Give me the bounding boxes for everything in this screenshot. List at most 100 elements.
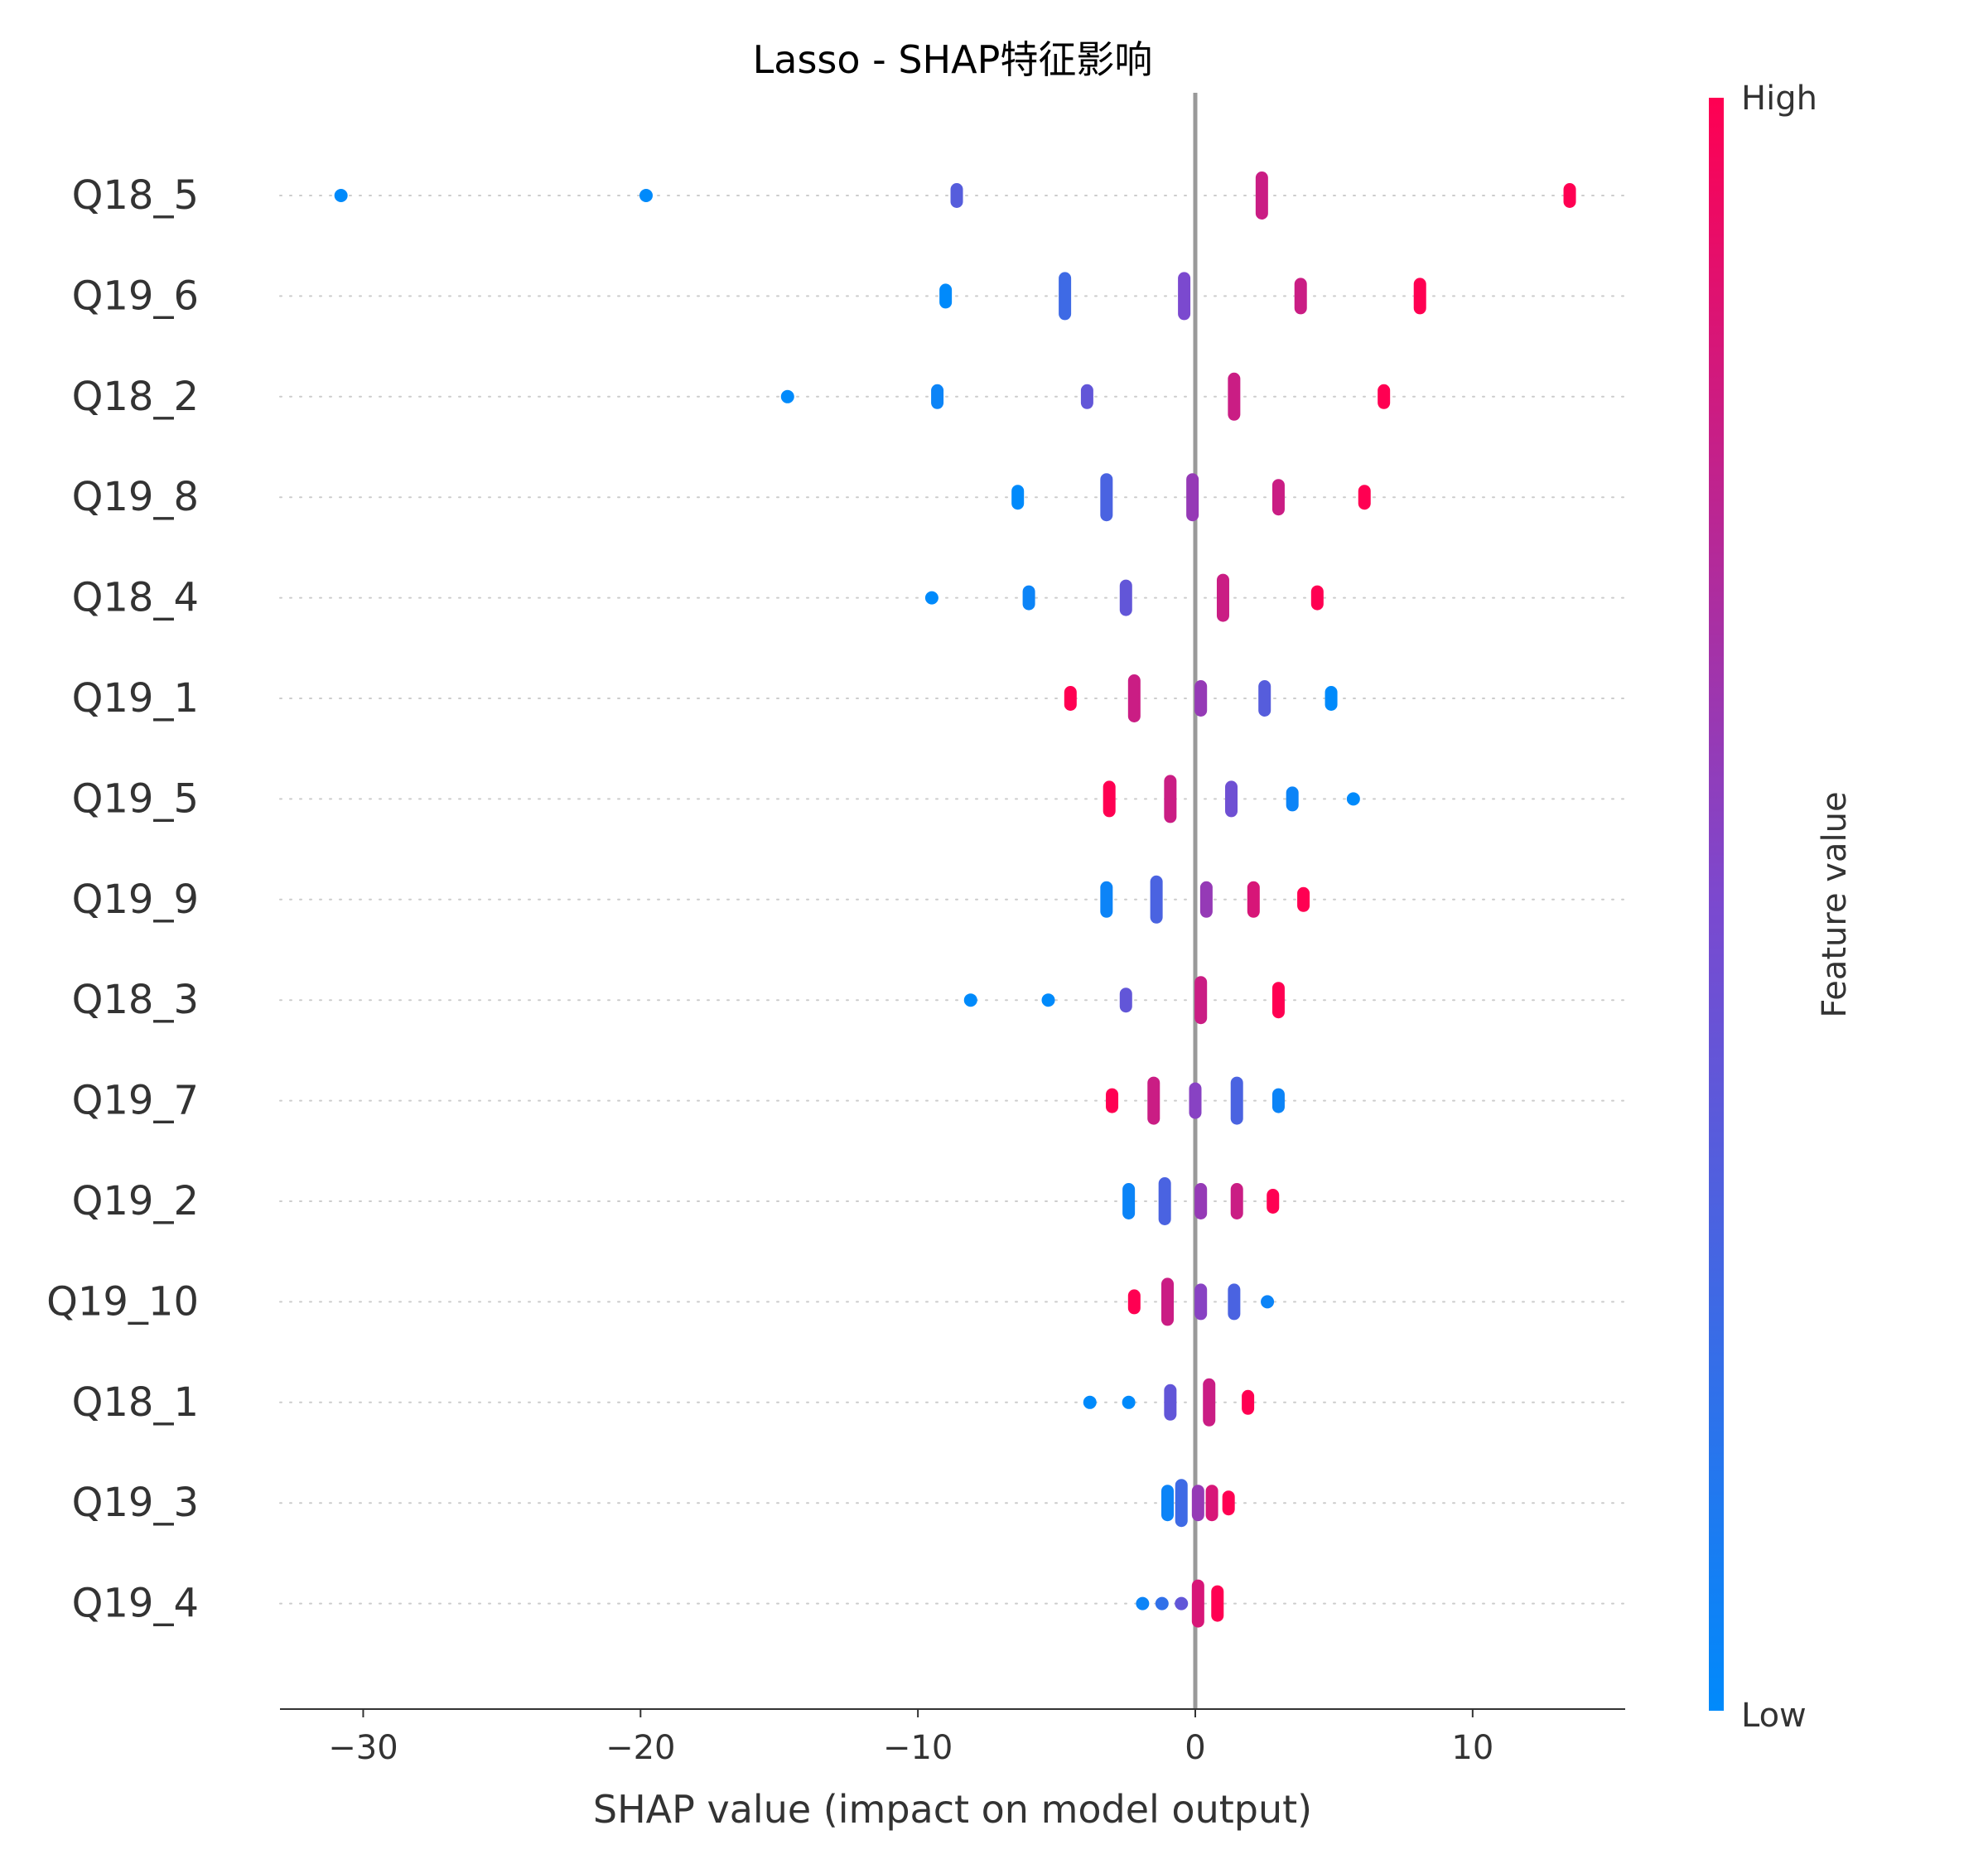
- shap-point: [1242, 1389, 1255, 1415]
- shap-point: [1413, 278, 1426, 315]
- shap-point: [1271, 479, 1285, 516]
- feature-label: Q18_3: [72, 977, 199, 1023]
- shap-point: [1080, 384, 1093, 409]
- shap-point: [1011, 485, 1025, 510]
- shap-point: [1186, 473, 1199, 522]
- shap-point: [1022, 585, 1035, 611]
- data-points: [334, 171, 1576, 1628]
- shap-point: [1230, 1076, 1243, 1125]
- shap-point: [1325, 686, 1338, 711]
- shap-point: [1100, 473, 1113, 522]
- shap-point: [939, 283, 953, 309]
- x-tick-label: −20: [606, 1729, 675, 1767]
- feature-label: Q19_7: [72, 1078, 199, 1124]
- shap-point: [1294, 278, 1307, 315]
- shap-point: [1346, 792, 1360, 806]
- shap-point: [963, 993, 977, 1007]
- shap-point: [1127, 674, 1141, 722]
- shap-point: [1191, 1485, 1204, 1522]
- shap-point: [1155, 1596, 1169, 1610]
- chart-title: Lasso - SHAP特征影响: [753, 37, 1153, 82]
- x-tick-label: −10: [883, 1729, 953, 1767]
- feature-label: Q18_4: [72, 575, 199, 621]
- shap-point: [1178, 272, 1191, 321]
- shap-point: [1228, 1283, 1241, 1321]
- x-ticks: −30 −20 −10 0 10: [328, 1709, 1493, 1767]
- shap-point: [1059, 272, 1072, 321]
- shap-point: [1041, 993, 1055, 1007]
- shap-point: [1310, 585, 1324, 611]
- gridlines: [279, 195, 1626, 1605]
- shap-point: [1203, 1378, 1216, 1427]
- shap-point: [1211, 1585, 1224, 1622]
- shap-point: [1358, 485, 1371, 510]
- shap-point: [780, 389, 794, 403]
- shap-point: [1225, 780, 1238, 818]
- shap-point: [1271, 1088, 1285, 1113]
- x-axis-label: SHAP value (impact on model output): [593, 1787, 1312, 1832]
- shap-point: [334, 189, 348, 202]
- shap-point: [1119, 988, 1132, 1013]
- feature-label: Q19_4: [72, 1581, 199, 1627]
- shap-point: [1100, 881, 1113, 918]
- shap-point: [1230, 1183, 1243, 1219]
- shap-point: [1106, 1088, 1119, 1113]
- feature-label: Q18_2: [72, 374, 199, 420]
- shap-point: [1247, 881, 1260, 918]
- x-tick-label: −30: [328, 1729, 398, 1767]
- feature-label: Q19_9: [72, 876, 199, 923]
- shap-point: [1194, 976, 1208, 1025]
- shap-point: [1150, 875, 1163, 924]
- shap-point: [1189, 1082, 1202, 1119]
- shap-point: [1161, 1485, 1175, 1522]
- shap-point: [1064, 686, 1077, 711]
- feature-labels: Q18_5 Q19_6 Q18_2 Q19_8 Q18_4 Q19_1 Q19_5 Q19_9…: [46, 172, 199, 1627]
- shap-point: [1194, 680, 1208, 717]
- shap-point: [1216, 573, 1229, 622]
- shap-point: [1378, 384, 1391, 409]
- shap-point: [1222, 1490, 1235, 1516]
- shap-point: [1194, 1283, 1208, 1321]
- feature-label: Q19_10: [46, 1278, 199, 1325]
- shap-point: [1103, 780, 1116, 818]
- colorbar-high-label: High: [1741, 80, 1817, 118]
- shap-point: [1122, 1183, 1136, 1219]
- shap-point: [1161, 1277, 1175, 1326]
- shap-point: [1136, 1596, 1150, 1610]
- shap-point: [931, 384, 944, 409]
- colorbar-title: Feature value: [1816, 791, 1854, 1017]
- shap-point: [1122, 1395, 1136, 1409]
- x-tick-label: 10: [1451, 1729, 1493, 1767]
- shap-point: [1164, 775, 1177, 823]
- shap-point: [1563, 183, 1576, 208]
- colorbar-low-label: Low: [1741, 1697, 1807, 1735]
- shap-point: [1286, 786, 1299, 812]
- feature-label: Q18_5: [72, 172, 199, 219]
- shap-point: [1083, 1395, 1097, 1409]
- feature-label: Q19_5: [72, 775, 199, 822]
- shap-point: [1258, 680, 1271, 717]
- shap-point: [1175, 1596, 1189, 1610]
- shap-point: [924, 591, 939, 605]
- colorbar: [1709, 98, 1724, 1711]
- shap-point: [1255, 171, 1268, 220]
- shap-point: [1205, 1485, 1218, 1522]
- shap-point: [1191, 1579, 1204, 1628]
- shap-point: [1267, 1189, 1280, 1214]
- shap-point: [1194, 1183, 1208, 1219]
- feature-label: Q18_1: [72, 1379, 199, 1426]
- feature-label: Q19_2: [72, 1178, 199, 1224]
- shap-point: [1271, 982, 1285, 1019]
- feature-label: Q19_8: [72, 474, 199, 520]
- shap-point: [1175, 1479, 1188, 1528]
- shap-point: [1261, 1295, 1275, 1309]
- shap-point: [1199, 881, 1213, 918]
- feature-label: Q19_6: [72, 273, 199, 319]
- shap-point: [1164, 1384, 1177, 1421]
- shap-point: [1147, 1076, 1160, 1125]
- shap-point: [950, 183, 963, 208]
- shap-point: [1228, 372, 1241, 421]
- shap-point: [1158, 1177, 1171, 1225]
- shap-point: [1127, 1289, 1141, 1315]
